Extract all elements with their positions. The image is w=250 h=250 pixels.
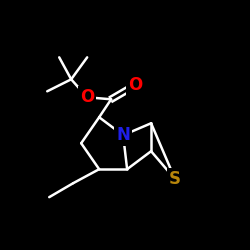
Text: O: O bbox=[80, 88, 94, 106]
Text: N: N bbox=[116, 126, 130, 144]
Text: S: S bbox=[169, 170, 181, 188]
Text: O: O bbox=[128, 76, 142, 94]
